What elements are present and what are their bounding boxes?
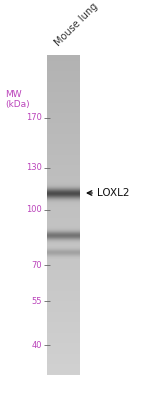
Text: 70: 70 (31, 261, 42, 269)
Text: 40: 40 (32, 340, 42, 350)
Text: 55: 55 (32, 296, 42, 306)
Text: 100: 100 (26, 205, 42, 215)
Text: MW
(kDa): MW (kDa) (5, 90, 30, 109)
Text: Mouse lung: Mouse lung (53, 1, 100, 48)
Text: 170: 170 (26, 113, 42, 122)
Text: LOXL2: LOXL2 (97, 188, 129, 198)
Text: 130: 130 (26, 164, 42, 172)
